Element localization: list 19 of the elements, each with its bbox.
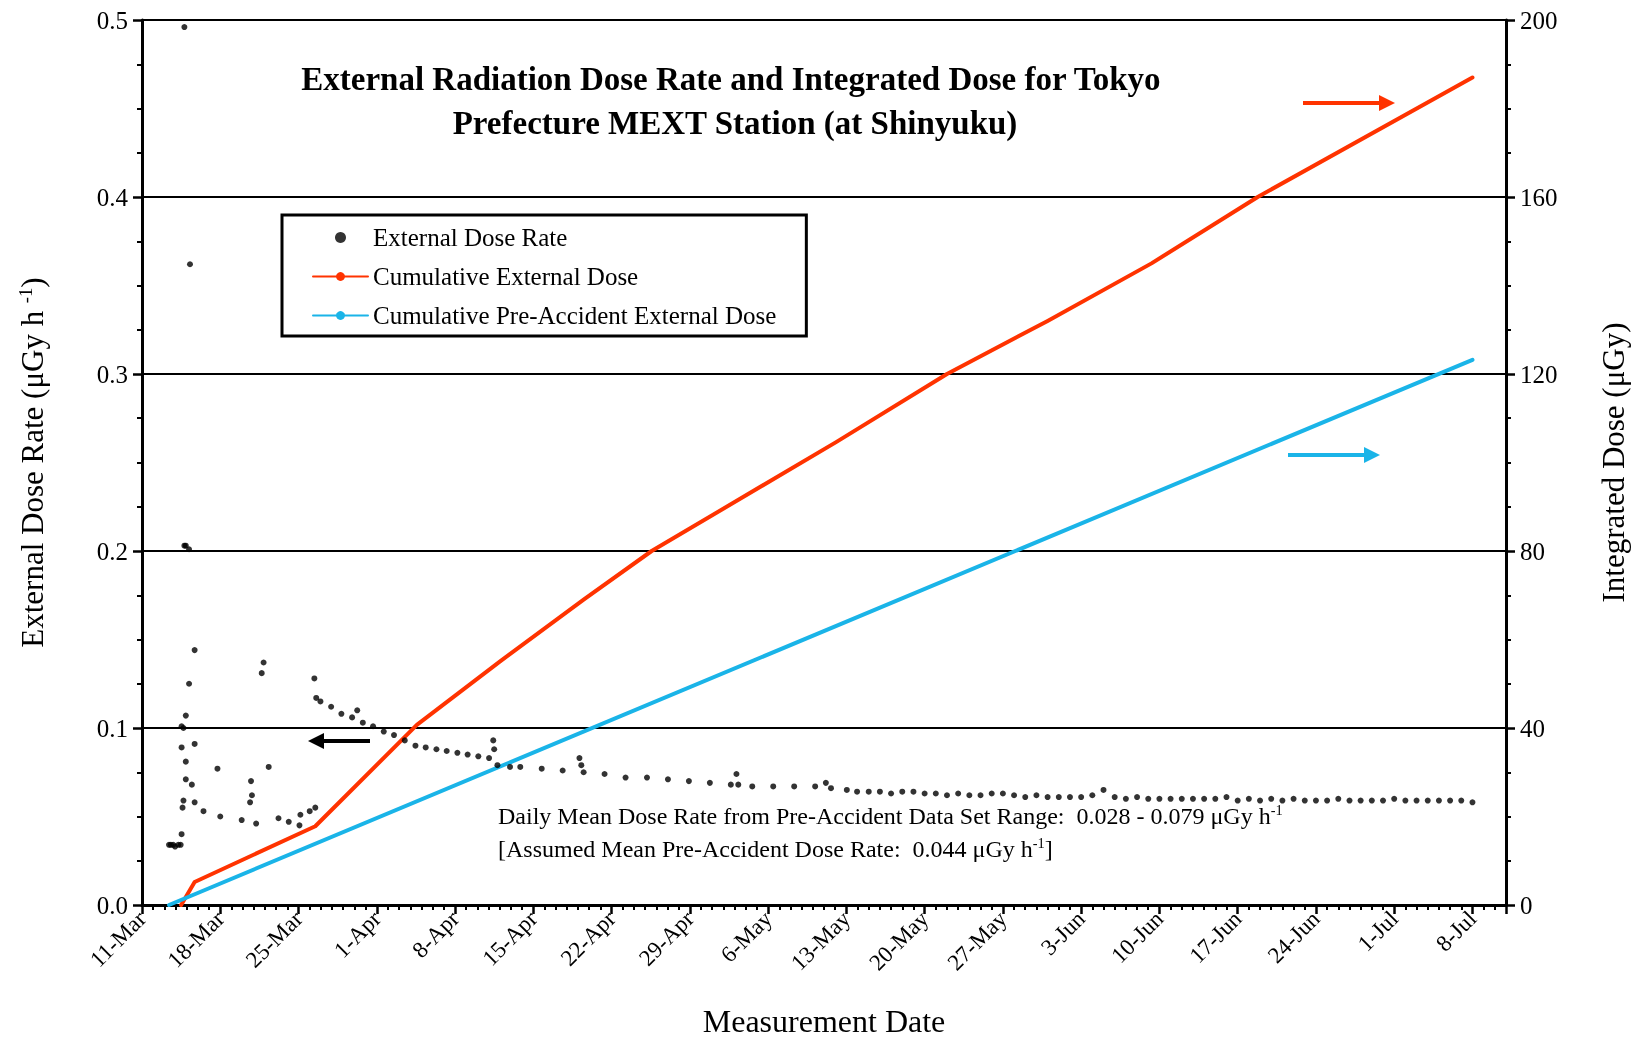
y-tick-label: 0.0 — [96, 891, 128, 919]
y2-tick-label: 40 — [1520, 714, 1545, 742]
y2-tick-label: 80 — [1520, 537, 1545, 565]
legend-label: Cumulative External Dose — [373, 263, 639, 290]
legend-label: External Dose Rate — [373, 224, 568, 251]
y2-axis-title: Integrated Dose (μGy) — [1596, 322, 1631, 603]
y2-tick-label: 160 — [1520, 183, 1558, 211]
y-axis-title: External Dose Rate (μGy h -1) — [14, 277, 51, 648]
y-tick-label: 0.1 — [96, 714, 128, 742]
x-axis-title: Measurement Date — [702, 1003, 946, 1039]
y2-tick-label: 0 — [1520, 891, 1533, 919]
y2-tick-label: 200 — [1520, 6, 1558, 34]
y-tick-label: 0.4 — [96, 183, 129, 211]
text: External Radiation Dose Rate and Integrated Dose for Tokyo Prefecture MEXT Station (at Shinyuku) — [301, 61, 1169, 142]
y-tick-label: 0.2 — [96, 537, 128, 565]
y2-tick-label: 120 — [1520, 360, 1558, 388]
legend-label: Cumulative Pre-Accident External Dose — [373, 302, 777, 329]
y-tick-label: 0.3 — [96, 360, 128, 388]
y-tick-label: 0.5 — [96, 6, 128, 34]
